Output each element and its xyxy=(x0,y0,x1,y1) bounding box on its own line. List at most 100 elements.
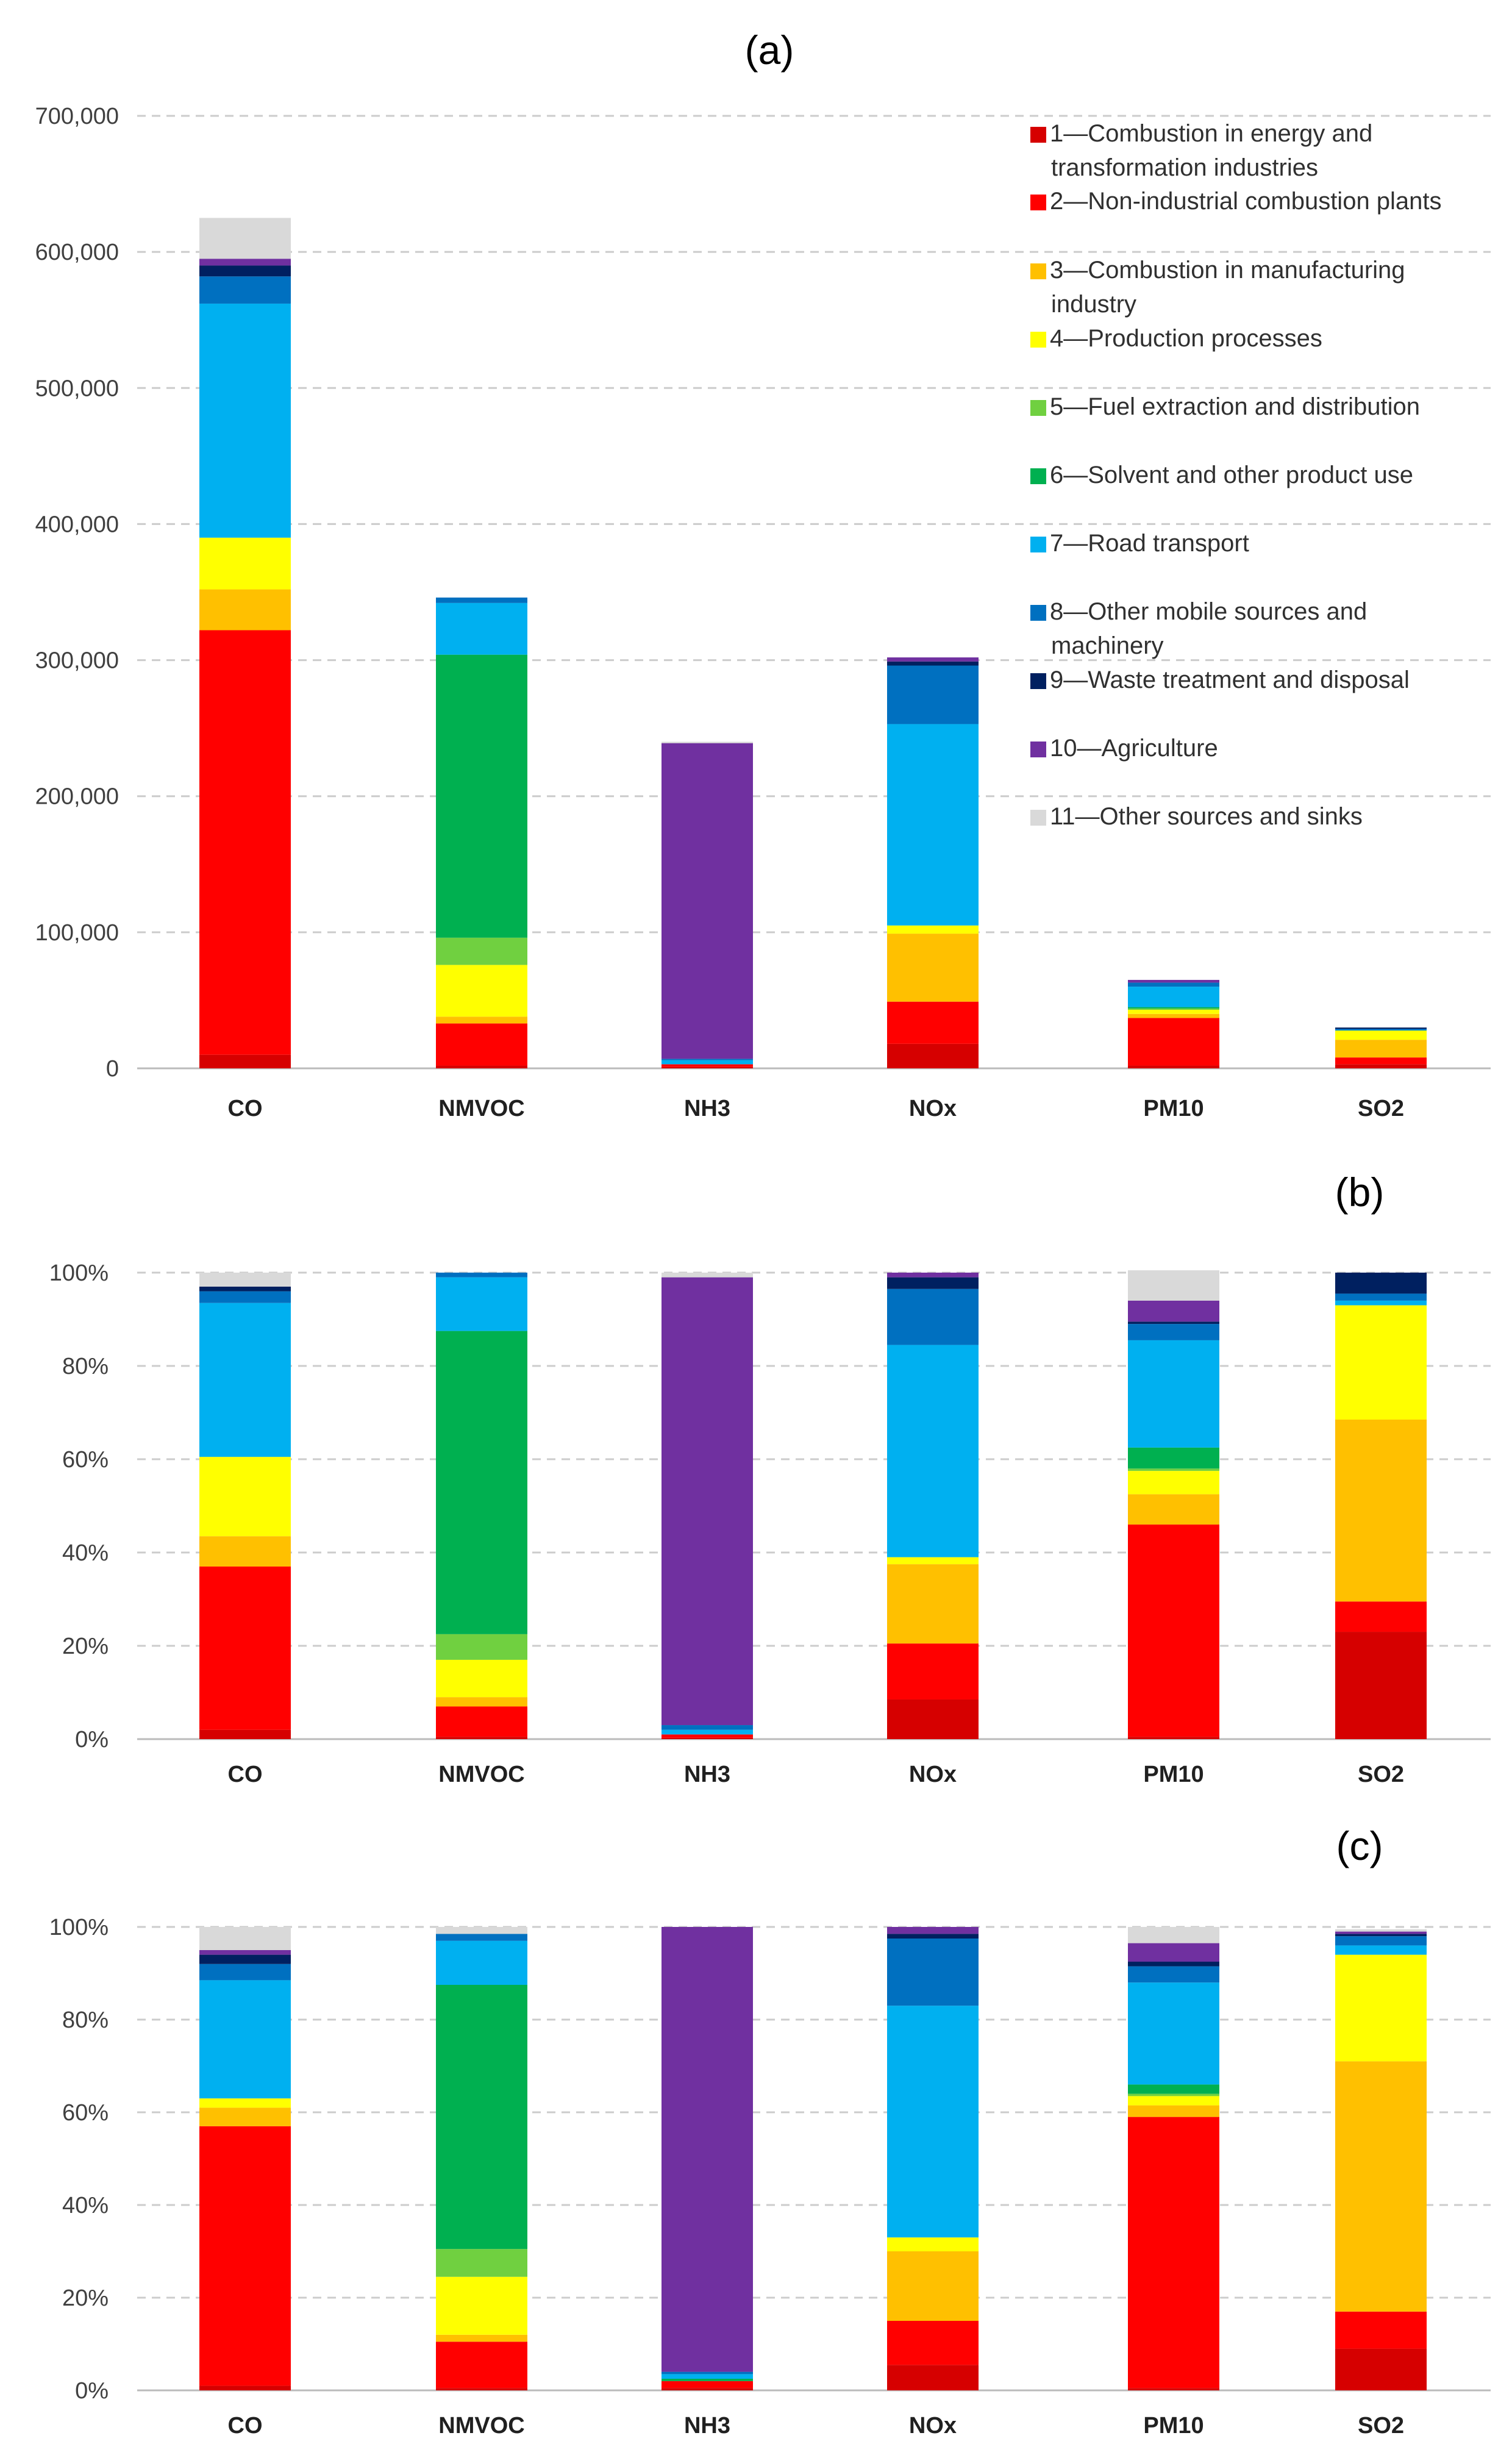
bar-segment-pm10-2 xyxy=(1128,1018,1219,1066)
bar-segment-co-4 xyxy=(199,1457,291,1537)
bar-segment-co-8 xyxy=(199,1291,291,1303)
y-tick-label: 20% xyxy=(62,2285,109,2311)
x-category-label: NOx xyxy=(909,2413,957,2439)
bar-segment-pm10-8 xyxy=(1128,1324,1219,1340)
bar-segment-pm10-3 xyxy=(1128,2105,1219,2117)
chart-panel-3: (c) 0% 20% 40% 60% 80% 100% CO NMVOC NH3 NOx PM10 SO… xyxy=(49,1823,1491,2439)
x-category-label: PM10 xyxy=(1143,2413,1204,2439)
x-category-label: SO2 xyxy=(1358,1096,1404,1121)
bar-segment-pm10-8 xyxy=(1128,982,1219,987)
bar-segment-so2-1 xyxy=(1335,1632,1427,1739)
x-category-label: SO2 xyxy=(1358,2413,1404,2439)
legend-label: 9—Waste treatment and disposal xyxy=(1050,666,1410,693)
bar-segment-nh3-1 xyxy=(661,2388,753,2390)
bar-segment-so2-9 xyxy=(1335,1273,1427,1294)
bar-segment-co-11 xyxy=(199,1927,291,1950)
bar-segment-so2-9 xyxy=(1335,1934,1427,1937)
bar-segment-nmvoc-4 xyxy=(436,1659,527,1698)
x-category-label: NOx xyxy=(909,1096,957,1121)
bar-segment-nmvoc-4 xyxy=(436,965,527,1017)
bar-segment-nox-8 xyxy=(887,1288,979,1345)
legend-item-7: 7—Road transport xyxy=(1030,530,1249,557)
legend-item-11: 11—Other sources and sinks xyxy=(1030,803,1363,830)
bar-segment-nh3-7 xyxy=(661,1729,753,1735)
bar-segment-nh3-8 xyxy=(661,1059,753,1060)
y-tick-label: 20% xyxy=(62,1634,109,1659)
bar-segment-nox-1 xyxy=(887,2365,979,2390)
bar-segment-nmvoc-3 xyxy=(436,2334,527,2342)
bar-segment-co-9 xyxy=(199,265,291,277)
legend-label: 8—Other mobile sources and xyxy=(1050,598,1367,625)
bar-segment-nh3-10 xyxy=(661,743,753,1059)
bar-segment-co-2 xyxy=(199,1566,291,1730)
bar-segment-nox-7 xyxy=(887,724,979,926)
bar-segment-nox-10 xyxy=(887,1273,979,1278)
bar-segment-pm10-1 xyxy=(1128,1737,1219,1739)
bar-segment-nh3-11 xyxy=(661,742,753,743)
bar-segment-co-7 xyxy=(199,303,291,538)
legend-label: 3—Combustion in manufacturing xyxy=(1050,257,1405,284)
bar-segment-pm10-4 xyxy=(1128,2096,1219,2106)
bar-segment-pm10-10 xyxy=(1128,1300,1219,1322)
y-tick-label: 600,000 xyxy=(35,240,119,265)
legend: 1—Combustion in energy and transformation… xyxy=(1030,120,1442,830)
bar-segment-so2-11 xyxy=(1335,1929,1427,1932)
bar-segment-nox-7 xyxy=(887,2006,979,2238)
bar-segment-co-1 xyxy=(199,1054,291,1068)
bar-segment-so2-8 xyxy=(1335,1293,1427,1301)
bar-segment-co-8 xyxy=(199,276,291,304)
x-category-label: NH3 xyxy=(684,1096,730,1121)
legend-swatch xyxy=(1030,332,1046,348)
bar-segment-nmvoc-3 xyxy=(436,1697,527,1707)
bar-segment-nox-9 xyxy=(887,661,979,666)
bar-segment-nox-10 xyxy=(887,1927,979,1934)
bar-segment-nox-1 xyxy=(887,1043,979,1068)
y-tick-label: 400,000 xyxy=(35,512,119,537)
bar-segment-pm10-5 xyxy=(1128,1008,1219,1010)
bar-segment-nh3-1 xyxy=(661,1067,753,1068)
bar-segment-nox-3 xyxy=(887,934,979,1002)
bar-segment-nmvoc-2 xyxy=(436,2342,527,2389)
bar-segment-pm10-7 xyxy=(1128,1340,1219,1448)
y-tick-label: 300,000 xyxy=(35,648,119,674)
bar-segment-co-11 xyxy=(199,218,291,259)
bar-segment-pm10-10 xyxy=(1128,1943,1219,1962)
x-category-label: NMVOC xyxy=(438,2413,524,2439)
legend-swatch xyxy=(1030,810,1046,826)
legend-item-1: 1—Combustion in energy and transformation… xyxy=(1030,120,1372,181)
legend-swatch xyxy=(1030,673,1046,689)
x-category-label: CO xyxy=(228,1096,263,1121)
bar-segment-co-10 xyxy=(199,259,291,266)
legend-swatch xyxy=(1030,127,1046,143)
bar-segment-co-10 xyxy=(199,1950,291,1955)
bar-segment-co-4 xyxy=(199,537,291,590)
bar-segment-nox-8 xyxy=(887,665,979,724)
bar-segment-pm10-6 xyxy=(1128,2084,1219,2094)
bar-segment-nox-2 xyxy=(887,1001,979,1044)
bar-segment-pm10-4 xyxy=(1128,1010,1219,1014)
bar-segment-co-11 xyxy=(199,1273,291,1287)
legend-swatch xyxy=(1030,195,1046,210)
bar-segment-nmvoc-5 xyxy=(436,2249,527,2277)
bar-segment-nox-7 xyxy=(887,1345,979,1557)
x-category-label: PM10 xyxy=(1143,1096,1204,1121)
bar-segment-so2-7 xyxy=(1335,1945,1427,1955)
legend-label: 4—Production processes xyxy=(1050,325,1322,352)
bar-segment-nh3-11 xyxy=(661,1273,753,1278)
bar-segment-nmvoc-7 xyxy=(436,1940,527,1985)
y-tick-label: 0% xyxy=(75,1727,109,1753)
bar-segment-nmvoc-7 xyxy=(436,602,527,655)
bar-segment-pm10-9 xyxy=(1128,1962,1219,1967)
y-tick-label: 60% xyxy=(62,1447,109,1473)
bar-segment-nh3-2 xyxy=(661,1064,753,1067)
bar-segment-nmvoc-5 xyxy=(436,1634,527,1660)
bar-segment-nh3-8 xyxy=(661,1725,753,1730)
bar-segment-co-1 xyxy=(199,1729,291,1739)
y-tick-label: 0% xyxy=(75,2378,109,2404)
legend-swatch xyxy=(1030,605,1046,621)
legend-label: 7—Road transport xyxy=(1050,530,1249,557)
bar-segment-pm10-7 xyxy=(1128,1982,1219,2085)
x-category-label: CO xyxy=(228,1762,263,1787)
bar-segment-so2-1 xyxy=(1335,2348,1427,2390)
